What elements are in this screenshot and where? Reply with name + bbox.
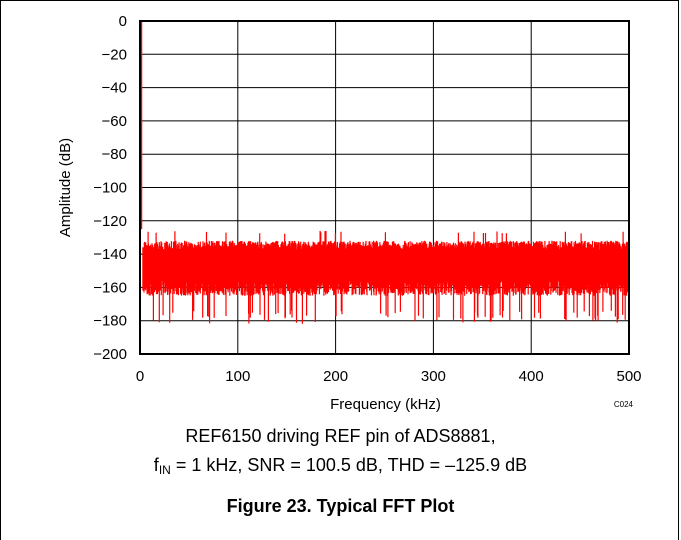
- plot-area-border: [139, 20, 630, 355]
- x-tick-label: 100: [225, 368, 250, 385]
- figure-code: C024: [614, 400, 634, 409]
- fft-chart: 0 100 200 300 400 500 0 −20 −40 −60 −80 −100 −120 −14…: [57, 13, 642, 413]
- x-tick-label: 300: [421, 368, 446, 385]
- caption-line-1: REF6150 driving REF pin of ADS8881,: [185, 426, 496, 446]
- y-tick-label: −160: [93, 279, 127, 296]
- y-axis-label: Amplitude (dB): [57, 138, 74, 237]
- y-tick-label: −20: [102, 46, 127, 63]
- caption-conditions: = 1 kHz, SNR = 100.5 dB, THD = –125.9 dB: [170, 455, 528, 475]
- x-tick-label: 0: [136, 368, 144, 385]
- x-tick-label: 500: [616, 368, 641, 385]
- caption-subscript-in: IN: [158, 463, 171, 477]
- y-tick-label: −60: [102, 113, 127, 130]
- y-tick-label: −180: [93, 313, 127, 330]
- x-tick-label: 400: [519, 368, 544, 385]
- y-tick-label: −200: [93, 346, 127, 363]
- noise-floor-trace: [142, 230, 630, 324]
- y-tick-label: −40: [102, 80, 127, 97]
- y-tick-label: 0: [119, 13, 127, 30]
- y-tick-label: −140: [93, 246, 127, 263]
- x-tick-label: 200: [323, 368, 348, 385]
- caption-line-2: fIN = 1 kHz, SNR = 100.5 dB, THD = –125.…: [0, 454, 681, 476]
- y-tick-label: −100: [93, 180, 127, 197]
- x-axis-label: Frequency (kHz): [330, 396, 441, 413]
- y-tick-label: −80: [102, 146, 127, 163]
- caption-f: f: [153, 455, 159, 475]
- figure-title: Figure 23. Typical FFT Plot: [226, 496, 455, 516]
- y-tick-label: −120: [93, 213, 127, 230]
